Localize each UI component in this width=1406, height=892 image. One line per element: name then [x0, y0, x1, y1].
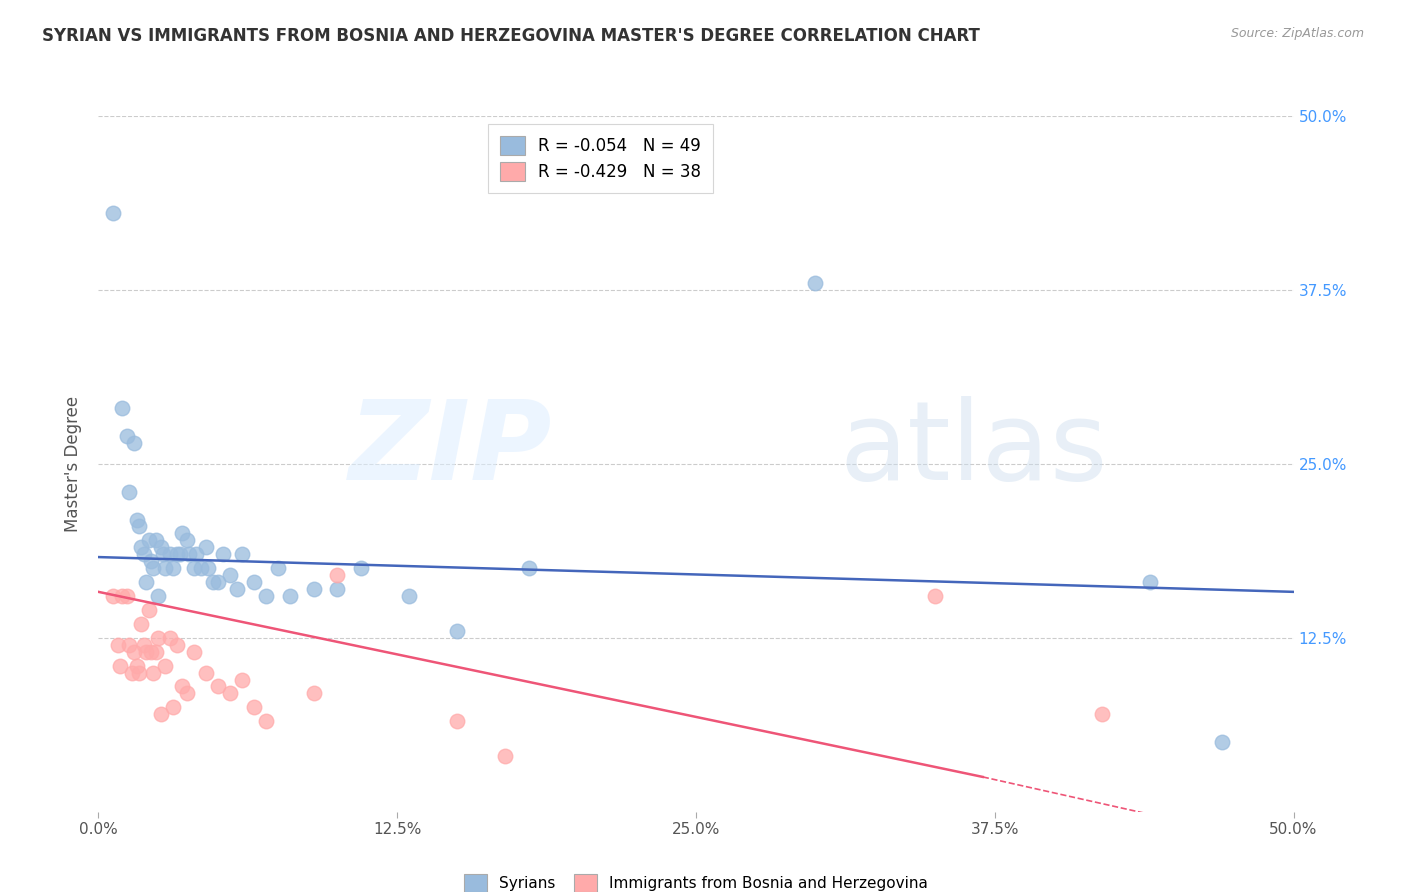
Text: Source: ZipAtlas.com: Source: ZipAtlas.com [1230, 27, 1364, 40]
Point [166, 638, 188, 652]
Point [139, 554, 162, 568]
Point [190, 561, 212, 575]
Point [124, 645, 146, 659]
Point [326, 582, 349, 596]
Point [517, 561, 540, 575]
Point [1211, 735, 1233, 749]
Point [118, 638, 141, 652]
Point [125, 658, 148, 673]
Point [135, 575, 157, 590]
Point [494, 749, 516, 764]
Point [152, 547, 174, 561]
Point [254, 714, 277, 729]
Point [194, 541, 218, 555]
Point [132, 638, 155, 652]
Point [924, 589, 946, 603]
Point [207, 575, 229, 590]
Point [108, 658, 131, 673]
Point [176, 686, 198, 700]
Point [186, 547, 208, 561]
Point [131, 616, 153, 631]
Point [197, 561, 219, 575]
Point [155, 658, 177, 673]
Point [169, 547, 191, 561]
Point [149, 707, 172, 722]
Point [1139, 575, 1161, 590]
Point [302, 582, 325, 596]
Point [162, 561, 184, 575]
Point [145, 533, 167, 548]
Point [326, 568, 349, 582]
Point [111, 589, 134, 603]
Point [148, 589, 170, 603]
Point [254, 589, 277, 603]
Point [226, 582, 249, 596]
Point [132, 547, 155, 561]
Point [1091, 707, 1114, 722]
Point [166, 547, 188, 561]
Point [111, 401, 134, 416]
Point [172, 680, 194, 694]
Text: SYRIAN VS IMMIGRANTS FROM BOSNIA AND HERZEGOVINA MASTER'S DEGREE CORRELATION CHA: SYRIAN VS IMMIGRANTS FROM BOSNIA AND HER… [42, 27, 980, 45]
Point [350, 561, 373, 575]
Point [202, 575, 225, 590]
Point [207, 680, 229, 694]
Point [162, 700, 184, 714]
Point [128, 519, 150, 533]
Point [125, 512, 148, 526]
Point [179, 547, 201, 561]
Point [804, 276, 827, 290]
Point [243, 575, 266, 590]
Point [101, 589, 124, 603]
Point [118, 484, 141, 499]
Point [302, 686, 325, 700]
Point [219, 568, 242, 582]
Point [194, 665, 218, 680]
Point [128, 665, 150, 680]
Point [231, 673, 253, 687]
Point [183, 645, 205, 659]
Point [183, 561, 205, 575]
Point [211, 547, 233, 561]
Point [131, 541, 153, 555]
Point [115, 589, 138, 603]
Point [138, 603, 160, 617]
Point [243, 700, 266, 714]
Point [267, 561, 290, 575]
Legend: Syrians, Immigrants from Bosnia and Herzegovina: Syrians, Immigrants from Bosnia and Herz… [458, 868, 934, 892]
Point [142, 665, 165, 680]
Point [148, 631, 170, 645]
Text: ZIP: ZIP [349, 396, 553, 503]
Point [107, 638, 129, 652]
Point [278, 589, 301, 603]
Point [446, 624, 468, 638]
Point [142, 561, 165, 575]
Point [124, 436, 146, 450]
Point [121, 665, 143, 680]
Point [101, 206, 124, 220]
Text: atlas: atlas [839, 396, 1108, 503]
Point [145, 645, 167, 659]
Point [159, 631, 181, 645]
Point [149, 541, 172, 555]
Point [135, 645, 157, 659]
Point [138, 533, 160, 548]
Point [139, 645, 162, 659]
Point [446, 714, 468, 729]
Point [219, 686, 242, 700]
Point [155, 561, 177, 575]
Point [398, 589, 420, 603]
Point [159, 547, 181, 561]
Point [115, 429, 138, 443]
Y-axis label: Master's Degree: Master's Degree [65, 396, 83, 532]
Point [172, 526, 194, 541]
Point [231, 547, 253, 561]
Point [176, 533, 198, 548]
